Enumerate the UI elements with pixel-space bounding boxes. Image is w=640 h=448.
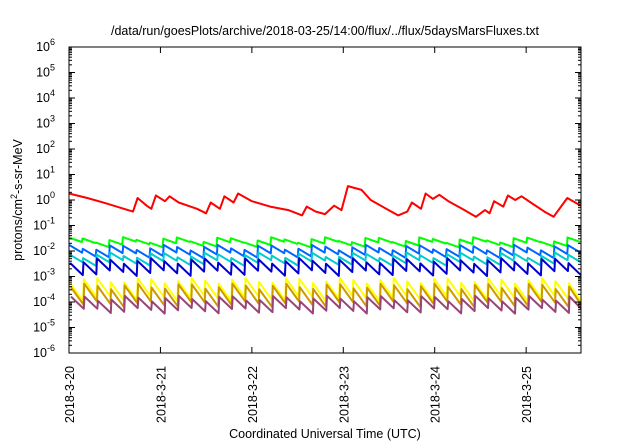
y-tick-label: 102 — [36, 139, 55, 156]
y-tick-label: 10-1 — [33, 216, 55, 233]
x-tick-label: 2018-3-21 — [154, 366, 168, 423]
y-tick-label: 10-3 — [33, 267, 55, 284]
x-tick-label: 2018-3-20 — [63, 366, 77, 423]
series-line — [69, 257, 582, 277]
series-line — [69, 251, 582, 267]
y-axis-title: protons/cm2-s-sr-MeV — [9, 138, 25, 260]
y-tick-label: 10-4 — [33, 292, 55, 309]
y-tick-label: 105 — [36, 63, 55, 80]
x-axis-title: Coordinated Universal Time (UTC) — [229, 427, 421, 441]
series-line — [68, 236, 581, 249]
x-tick-label: 2018-3-23 — [337, 366, 351, 423]
y-tick-label: 10-5 — [33, 318, 55, 335]
y-tick-label: 101 — [36, 165, 55, 182]
y-tick-label: 10-2 — [33, 241, 55, 258]
x-axis: 2018-3-20 2018-3-21 2018-3-22 2018-3-23 2018… — [63, 47, 534, 423]
y-tick-label: 10-6 — [33, 343, 55, 360]
chart-title: /data/run/goesPlots/archive/2018-03-25/1… — [111, 24, 540, 38]
series-line — [68, 185, 582, 218]
y-tick-label: 103 — [36, 114, 55, 131]
series-line — [70, 294, 582, 315]
y-tick-label: 104 — [36, 88, 55, 105]
plot-frame — [68, 46, 582, 354]
x-tick-label: 2018-3-24 — [429, 366, 443, 423]
x-tick-label: 2018-3-25 — [520, 366, 534, 423]
y-axis: 10-6 10-5 10-4 10-3 10-2 10-1 100 101 102 103 104 1… — [33, 37, 581, 360]
y-tick-label: 100 — [36, 190, 55, 207]
y-tick-label: 106 — [36, 37, 55, 54]
series-line — [68, 243, 582, 260]
plot-lines — [68, 185, 582, 315]
x-tick-label: 2018-3-22 — [246, 366, 260, 423]
